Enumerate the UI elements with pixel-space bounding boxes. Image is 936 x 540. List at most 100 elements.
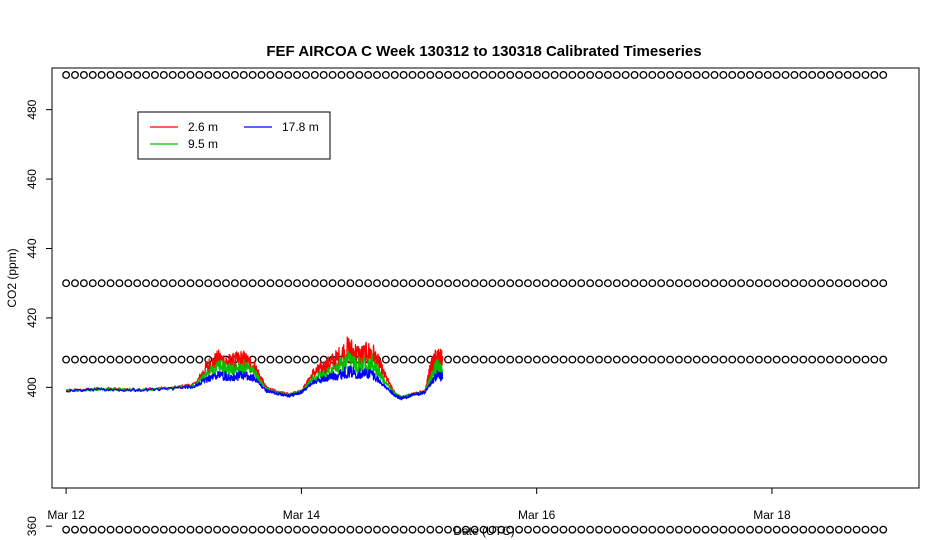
marker-point	[399, 70, 408, 79]
marker-point	[586, 70, 595, 79]
marker-point	[62, 525, 71, 534]
marker-point	[497, 70, 506, 79]
marker-point	[426, 525, 435, 534]
marker-point	[692, 279, 701, 288]
marker-point	[284, 70, 293, 79]
marker-point	[426, 279, 435, 288]
marker-point	[177, 279, 186, 288]
marker-point	[515, 525, 524, 534]
marker-point	[852, 70, 861, 79]
marker-point	[337, 525, 346, 534]
marker-point	[808, 70, 817, 79]
marker-point	[461, 279, 470, 288]
marker-point	[479, 279, 488, 288]
legend-label-17-8m: 17.8 m	[282, 120, 319, 134]
marker-point	[470, 70, 479, 79]
marker-point	[541, 525, 550, 534]
marker-point	[559, 355, 568, 364]
marker-point	[870, 70, 879, 79]
marker-point	[150, 279, 159, 288]
marker-point	[541, 355, 550, 364]
marker-point	[355, 70, 364, 79]
marker-point	[337, 70, 346, 79]
marker-point	[754, 355, 763, 364]
marker-point	[843, 355, 852, 364]
marker-point	[79, 525, 88, 534]
marker-point	[861, 70, 870, 79]
marker-point	[399, 279, 408, 288]
marker-point	[461, 355, 470, 364]
marker-point	[257, 355, 266, 364]
marker-point	[488, 525, 497, 534]
marker-point	[772, 525, 781, 534]
marker-point	[648, 279, 657, 288]
marker-point	[284, 279, 293, 288]
marker-point	[399, 525, 408, 534]
marker-point	[266, 279, 275, 288]
marker-point	[879, 525, 888, 534]
marker-point	[568, 525, 577, 534]
marker-point	[648, 525, 657, 534]
marker-point	[728, 279, 737, 288]
marker-point	[630, 355, 639, 364]
marker-point	[417, 279, 426, 288]
marker-point	[328, 279, 337, 288]
marker-point	[790, 70, 799, 79]
marker-point	[666, 525, 675, 534]
marker-point	[799, 525, 808, 534]
marker-point	[390, 355, 399, 364]
marker-point	[559, 525, 568, 534]
marker-point	[133, 279, 142, 288]
marker-point	[763, 525, 772, 534]
marker-point	[461, 525, 470, 534]
marker-point	[870, 279, 879, 288]
marker-point	[168, 70, 177, 79]
marker-point	[781, 70, 790, 79]
marker-point	[737, 279, 746, 288]
marker-point	[293, 525, 301, 534]
marker-point	[79, 279, 88, 288]
marker-point	[417, 70, 426, 79]
marker-point	[373, 70, 381, 79]
marker-point	[310, 279, 319, 288]
marker-point	[435, 525, 444, 534]
marker-point	[266, 525, 275, 534]
marker-point	[719, 70, 728, 79]
marker-point	[648, 355, 657, 364]
marker-point	[843, 279, 852, 288]
marker-point	[479, 70, 488, 79]
marker-point	[133, 70, 142, 79]
marker-point	[639, 279, 648, 288]
marker-point	[701, 70, 710, 79]
marker-point	[630, 279, 639, 288]
marker-point	[204, 279, 213, 288]
marker-point	[754, 279, 763, 288]
marker-point	[159, 525, 168, 534]
marker-point	[195, 355, 204, 364]
marker-point	[524, 355, 532, 364]
marker-point	[612, 525, 621, 534]
marker-point	[852, 279, 861, 288]
legend: 2.6 m 9.5 m 17.8 m	[137, 111, 331, 160]
marker-point	[843, 525, 852, 534]
marker-point	[728, 70, 737, 79]
marker-point	[106, 70, 115, 79]
x-tick-label-1: Mar 14	[283, 508, 321, 522]
marker-point	[790, 355, 799, 364]
legend-box	[137, 111, 331, 160]
marker-point	[834, 279, 843, 288]
marker-point	[639, 70, 648, 79]
y-tick-label-2: 420	[25, 308, 39, 328]
y-axis: 360 400 420 440 460 480	[25, 99, 52, 536]
marker-point	[746, 279, 754, 288]
marker-point	[772, 279, 781, 288]
marker-point	[488, 279, 497, 288]
marker-point	[195, 279, 204, 288]
marker-point	[177, 355, 186, 364]
marker-point	[71, 355, 79, 364]
marker-point	[88, 355, 97, 364]
marker-point	[701, 525, 710, 534]
marker-point	[524, 525, 532, 534]
marker-point	[506, 70, 515, 79]
marker-point	[444, 525, 452, 534]
